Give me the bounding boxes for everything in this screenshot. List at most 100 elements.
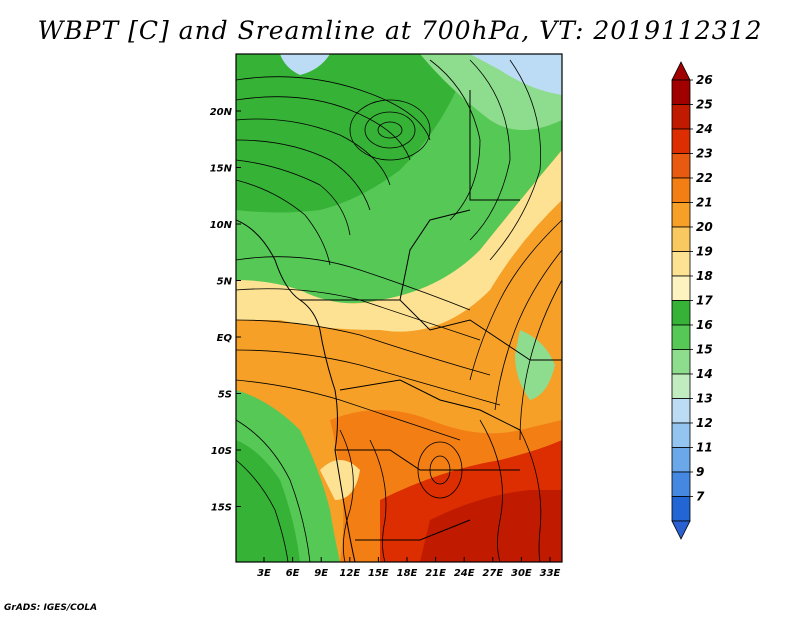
colorbar-label: 7 xyxy=(696,490,705,504)
colorbar-label: 15 xyxy=(696,343,713,357)
colorbar-label: 17 xyxy=(696,294,713,308)
streamline xyxy=(236,319,491,376)
colorbar-bottom-arrow xyxy=(671,520,691,540)
x-tick-label: 30E xyxy=(511,568,532,579)
streamline xyxy=(236,139,371,211)
x-tick-label: 6E xyxy=(286,568,300,579)
colorbar-swatch xyxy=(671,398,691,424)
streamline xyxy=(339,429,354,562)
streamline xyxy=(236,349,501,406)
x-tick-label: 3E xyxy=(257,568,271,579)
colorbar-label: 16 xyxy=(696,318,713,332)
streamline xyxy=(236,379,461,441)
x-tick-label: 15E xyxy=(368,568,389,579)
colorbar-label: 18 xyxy=(696,269,713,283)
colorbar-label: 24 xyxy=(696,122,713,136)
shade-yellow-band xyxy=(236,150,562,332)
streamline-vortex xyxy=(349,99,431,161)
colorbar-swatch xyxy=(671,226,691,252)
streamline xyxy=(236,159,351,236)
colorbar-swatch xyxy=(671,275,691,301)
x-tick-label: 21E xyxy=(425,568,446,579)
y-tick-label: 10S xyxy=(211,446,232,457)
y-tick-label: 15N xyxy=(210,164,233,175)
border xyxy=(339,379,521,431)
x-tick-label: 18E xyxy=(397,568,418,579)
shade-blue-ne xyxy=(470,54,562,95)
y-tick-label: 15S xyxy=(211,503,232,514)
colorbar-swatch xyxy=(671,104,691,130)
colorbar-swatch xyxy=(671,349,691,375)
colorbar-swatch xyxy=(671,251,691,277)
streamline xyxy=(236,118,391,186)
y-tick-label: 5S xyxy=(218,390,232,401)
colorbar-swatch xyxy=(671,128,691,154)
colorbar-top-arrow xyxy=(671,61,691,81)
colorbar-label: 14 xyxy=(696,367,713,381)
streamline xyxy=(236,179,331,266)
streamline xyxy=(369,439,387,562)
colorbar-swatch xyxy=(671,324,691,350)
colorbar-swatch xyxy=(671,422,691,448)
x-tick-label: 33E xyxy=(540,568,561,579)
colorbar-label: 22 xyxy=(696,171,713,185)
colorbar-label: 19 xyxy=(696,245,713,259)
shade-red-dark xyxy=(420,490,562,562)
y-tick-label: 10N xyxy=(210,220,233,231)
streamline xyxy=(236,96,411,161)
footer-credit: GrADS: IGES/COLA xyxy=(4,603,98,613)
colorbar-swatch xyxy=(671,300,691,326)
x-tick-label: 24E xyxy=(454,568,475,579)
y-axis: 20N 15N 10N 5N EQ 5S 10S 15S xyxy=(210,107,241,514)
colorbar-label: 20 xyxy=(696,220,713,234)
border xyxy=(335,449,520,471)
colorbar-label: 12 xyxy=(696,416,713,430)
streamline-vortex xyxy=(364,111,416,149)
streamline xyxy=(236,419,311,562)
colorbar-swatch xyxy=(671,153,691,179)
y-tick-label: EQ xyxy=(217,333,233,344)
coastline-west xyxy=(236,219,356,562)
x-axis: 3E 6E 9E 12E 15E 18E 21E 24E 27E 30E 33E xyxy=(257,557,561,579)
colorbar-label: 21 xyxy=(696,196,713,210)
colorbar-swatch xyxy=(671,447,691,473)
colorbar-label: 9 xyxy=(696,465,704,479)
streamline xyxy=(479,419,503,562)
streamline xyxy=(429,59,481,221)
shade-green-west-dark xyxy=(236,440,300,562)
colorbar-label: 13 xyxy=(696,392,713,406)
wbpt-shading xyxy=(236,54,562,562)
x-tick-label: 9E xyxy=(314,568,328,579)
streamline-vortex xyxy=(377,121,403,139)
streamline xyxy=(494,249,562,411)
chart-title: WBPT [C] and Sreamline at 700hPa, VT: 20… xyxy=(37,16,763,45)
colorbar-swatch xyxy=(671,79,691,105)
border xyxy=(399,209,471,301)
map-frame xyxy=(235,53,563,563)
colorbar-label: 23 xyxy=(696,147,713,161)
x-tick-label: 12E xyxy=(339,568,360,579)
y-tick-label: 20N xyxy=(210,107,233,118)
streamline xyxy=(469,59,511,241)
colorbar-label: 26 xyxy=(696,73,713,87)
colorbar-swatch xyxy=(671,496,691,522)
colorbar-label: 25 xyxy=(696,98,713,112)
streamline xyxy=(236,459,289,562)
colorbar-label: 11 xyxy=(696,441,713,455)
y-tick-label: 5N xyxy=(217,277,233,288)
colorbar-swatch xyxy=(671,471,691,497)
x-tick-label: 27E xyxy=(482,568,503,579)
colorbar-swatch xyxy=(671,373,691,399)
streamline xyxy=(489,59,541,261)
streamline xyxy=(236,76,431,141)
colorbar: 26 25 24 23 22 21 20 19 18 17 16 15 14 13 12 11 9 7 xyxy=(671,61,713,540)
colorbar-swatch xyxy=(671,202,691,228)
border xyxy=(355,519,471,541)
borders xyxy=(236,90,562,562)
colorbar-swatch xyxy=(671,177,691,203)
shade-green-dark-north xyxy=(236,54,470,213)
border xyxy=(469,90,520,201)
streamline xyxy=(519,429,542,562)
streamline xyxy=(469,219,562,381)
